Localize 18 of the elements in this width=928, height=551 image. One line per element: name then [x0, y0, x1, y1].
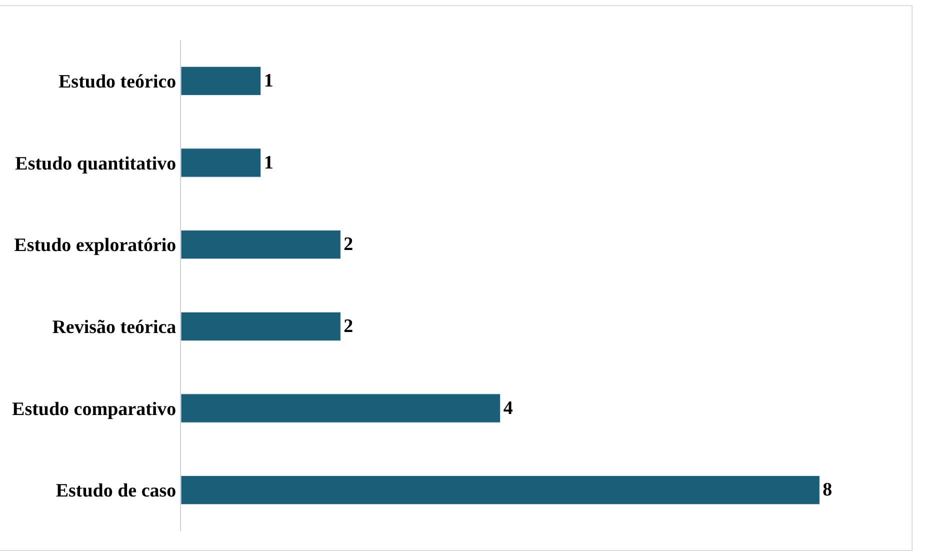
data-label: 1	[264, 152, 274, 174]
bar	[181, 66, 262, 96]
data-label: 2	[344, 316, 354, 337]
bar	[181, 230, 341, 260]
bar	[181, 476, 820, 505]
bar	[181, 148, 262, 178]
y-tick-label: Revisão teórica	[52, 317, 177, 338]
bar	[181, 394, 501, 423]
y-tick-label: Estudo exploratório	[14, 235, 176, 256]
bar	[181, 312, 341, 341]
data-label: 2	[344, 234, 354, 256]
y-tick-label: Estudo comparativo	[12, 398, 176, 420]
y-tick-label: Estudo quantitativo	[15, 153, 176, 174]
data-label: 1	[264, 70, 274, 92]
data-label: 8	[822, 480, 832, 501]
y-tick-label: Estudo de caso	[56, 480, 176, 502]
data-label: 4	[503, 398, 514, 419]
y-tick-label: Estudo teórico	[58, 72, 176, 93]
